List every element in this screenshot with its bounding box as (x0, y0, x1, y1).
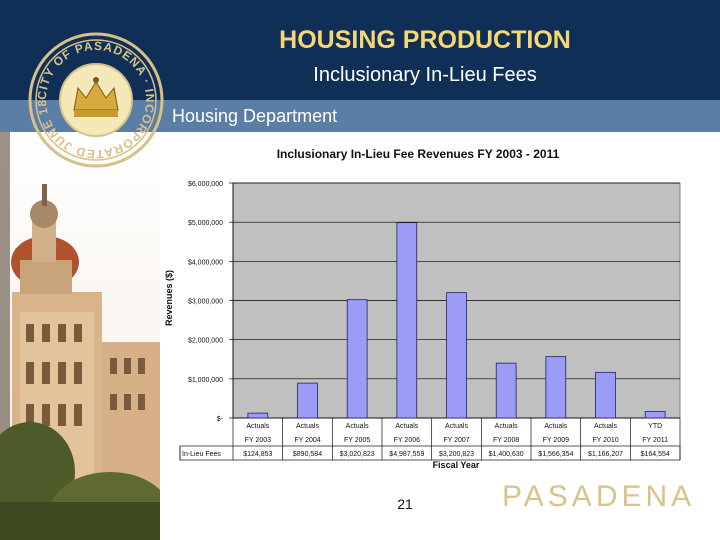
y-tick-label: $4,000,000 (188, 259, 223, 266)
x-tick-label-top: YTD (648, 423, 662, 430)
x-tick-label: FY 2005 (344, 437, 370, 444)
bar-fy-2006 (396, 222, 418, 419)
bar-fy-2011 (644, 411, 666, 419)
table-value: $1,566,354 (538, 451, 573, 458)
table-value: $1,400,630 (489, 451, 524, 458)
table-value: $3,020,823 (340, 451, 375, 458)
x-tick-label-top: Actuals (594, 423, 617, 430)
x-tick-label-top: Actuals (495, 423, 518, 430)
y-tick-label: $5,000,000 (188, 220, 223, 227)
table-value: $3,200,823 (439, 451, 474, 458)
department-label: Housing Department (172, 106, 338, 126)
bar-fy-2007 (446, 292, 467, 419)
x-tick-label: FY 2004 (294, 437, 320, 444)
bar-fy-2009 (545, 356, 567, 419)
revenue-chart: Inclusionary In-Lieu Fee Revenues FY 200… (164, 147, 681, 470)
bar-fy-2005 (346, 299, 368, 419)
x-tick-label-top: Actuals (395, 423, 418, 430)
x-tick-label: FY 2010 (592, 437, 618, 444)
pasadena-wordmark-logo: PASADENA (502, 480, 696, 513)
table-value: $124,853 (243, 451, 272, 458)
x-tick-label-top: Actuals (246, 423, 269, 430)
x-tick-label: FY 2011 (642, 437, 668, 444)
table-value: $1,166,207 (588, 451, 623, 458)
city-hall-photo (0, 132, 160, 540)
y-tick-label: $3,000,000 (188, 299, 223, 306)
x-tick-label-top: Actuals (544, 423, 567, 430)
table-value: $164,554 (641, 451, 670, 458)
y-tick-label: $1,000,000 (188, 377, 223, 384)
x-tick-label: FY 2007 (443, 437, 469, 444)
table-value: $4,987,559 (389, 451, 424, 458)
page-number: 21 (397, 496, 413, 512)
slide-subtitle: Inclusionary In-Lieu Fees (313, 64, 537, 86)
x-tick-label-top: Actuals (445, 423, 468, 430)
chart-title: Inclusionary In-Lieu Fee Revenues FY 200… (277, 147, 560, 161)
x-tick-label: FY 2006 (394, 437, 420, 444)
bar-fy-2004 (297, 382, 318, 419)
x-tick-label-top: Actuals (346, 423, 369, 430)
city-seal-logo: CITY OF PASADENA · INCORPORATED JUNE 188… (26, 30, 164, 168)
slide-title: HOUSING PRODUCTION (279, 26, 571, 54)
x-tick-label: FY 2008 (493, 437, 519, 444)
y-tick-label: $2,000,000 (188, 338, 223, 345)
bar-fy-2008 (495, 362, 517, 419)
y-tick-label: $6,000,000 (188, 181, 223, 188)
bar-fy-2003 (247, 412, 269, 419)
table-row-label: In-Lieu Fees (182, 451, 221, 458)
x-tick-label: FY 2009 (543, 437, 569, 444)
table-value: $890,584 (293, 451, 322, 458)
x-tick-label: FY 2003 (245, 437, 271, 444)
y-tick-label: $- (217, 416, 224, 423)
chart-y-axis-label: Revenues ($) (164, 270, 174, 326)
chart-x-axis-label: Fiscal Year (433, 460, 480, 470)
bar-fy-2010 (595, 371, 616, 419)
x-tick-label-top: Actuals (296, 423, 319, 430)
